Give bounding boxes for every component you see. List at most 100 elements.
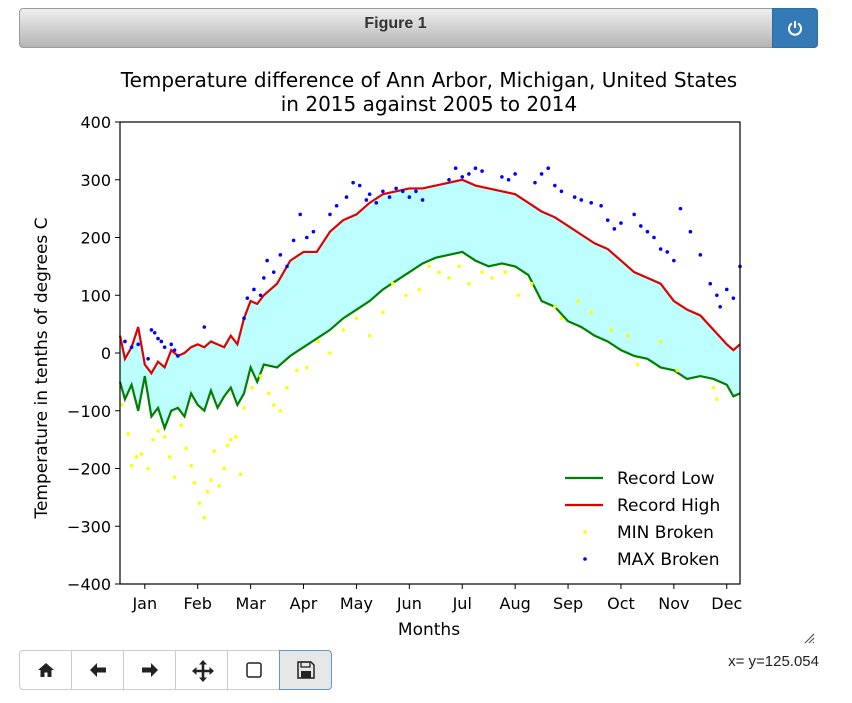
point-max-broken xyxy=(589,201,593,205)
arrow-left-icon xyxy=(90,663,106,677)
point-max-broken xyxy=(265,258,269,263)
point-min-broken xyxy=(417,287,422,292)
x-tick-label: Oct xyxy=(607,594,635,613)
point-max-broken xyxy=(285,264,289,269)
point-min-broken xyxy=(242,406,246,410)
figure-titlebar: Figure 1 xyxy=(19,8,818,48)
point-max-broken xyxy=(334,203,339,208)
point-min-broken xyxy=(576,299,580,303)
point-max-broken xyxy=(311,229,316,234)
chart-title-line2: in 2015 against 2005 to 2014 xyxy=(281,92,578,116)
point-min-broken xyxy=(179,423,183,427)
point-max-broken xyxy=(202,325,207,329)
point-max-broken xyxy=(278,253,283,257)
point-max-broken xyxy=(612,227,617,231)
back-button[interactable] xyxy=(71,650,124,690)
temperature-chart[interactable]: Temperature difference of Ann Arbor, Mic… xyxy=(0,50,852,650)
point-min-broken xyxy=(503,270,508,274)
y-tick-label: 400 xyxy=(80,113,111,132)
point-min-broken xyxy=(516,293,521,298)
point-min-broken xyxy=(635,362,640,367)
point-min-broken xyxy=(467,281,471,286)
point-min-broken xyxy=(480,270,484,274)
point-min-broken xyxy=(271,403,276,407)
legend-label: MIN Broken xyxy=(617,523,714,543)
save-button[interactable] xyxy=(279,650,332,690)
point-max-broken xyxy=(715,293,719,298)
point-max-broken xyxy=(658,247,663,251)
point-min-broken xyxy=(341,328,346,332)
forward-button[interactable] xyxy=(123,650,176,690)
point-max-broken xyxy=(447,177,451,182)
point-min-broken xyxy=(675,368,679,373)
point-max-broken xyxy=(688,229,693,234)
point-min-broken xyxy=(197,501,202,505)
point-max-broken xyxy=(599,203,603,208)
point-min-broken xyxy=(625,333,630,338)
point-max-broken xyxy=(665,250,670,254)
point-max-broken xyxy=(305,235,309,240)
arrow-right-icon xyxy=(142,663,158,677)
resize-handle-icon[interactable] xyxy=(803,632,815,644)
point-min-broken xyxy=(192,481,197,485)
point-max-broken xyxy=(718,305,722,309)
point-min-broken xyxy=(609,328,613,332)
point-max-broken xyxy=(453,166,458,170)
point-min-broken xyxy=(404,293,408,298)
legend-marker-min-broken xyxy=(583,530,587,534)
point-min-broken xyxy=(146,466,150,471)
chart-title-line1: Temperature difference of Ann Arbor, Mic… xyxy=(120,68,737,92)
fill-between-area xyxy=(120,179,740,429)
point-max-broken xyxy=(678,206,683,211)
point-min-broken xyxy=(225,443,230,448)
point-min-broken xyxy=(715,397,719,402)
point-min-broken xyxy=(162,434,167,439)
point-min-broken xyxy=(209,478,213,482)
home-button[interactable] xyxy=(19,650,72,690)
close-figure-button[interactable] xyxy=(772,8,818,48)
point-max-broken xyxy=(572,195,577,199)
y-axis-label: Temperature in tenths of degrees C xyxy=(32,217,52,519)
plot-area: −400 −300 −200 −100 0 100 200 300 400 Jan Feb Mar Ap… xyxy=(67,113,742,613)
point-max-broken xyxy=(639,224,643,228)
y-tick-label: −300 xyxy=(67,517,111,536)
point-max-broken xyxy=(546,166,551,170)
x-axis-label: Months xyxy=(398,620,460,640)
point-max-broken xyxy=(605,218,610,222)
point-min-broken xyxy=(553,305,557,309)
point-max-broken xyxy=(242,316,246,321)
point-max-broken xyxy=(731,296,736,300)
point-max-broken xyxy=(344,195,349,199)
point-max-broken xyxy=(258,293,263,298)
x-tick-label: Jun xyxy=(396,594,422,613)
point-max-broken xyxy=(467,172,471,176)
point-min-broken xyxy=(126,432,131,436)
x-tick-label: Feb xyxy=(184,594,212,613)
home-icon xyxy=(38,663,54,677)
point-min-broken xyxy=(172,475,177,479)
point-min-broken xyxy=(559,316,564,321)
point-max-broken xyxy=(367,192,372,196)
zoom-button[interactable] xyxy=(227,650,280,690)
pan-button[interactable] xyxy=(175,650,228,690)
point-max-broken xyxy=(357,183,362,188)
point-max-broken xyxy=(698,253,703,257)
point-max-broken xyxy=(152,330,157,335)
point-max-broken xyxy=(146,356,150,361)
point-min-broken xyxy=(437,270,441,274)
point-min-broken xyxy=(295,368,299,373)
y-tick-label: 300 xyxy=(80,171,111,190)
point-max-broken xyxy=(374,201,379,205)
point-max-broken xyxy=(553,183,557,188)
point-max-broken xyxy=(162,345,167,350)
point-max-broken xyxy=(351,180,355,185)
point-max-broken xyxy=(645,229,650,234)
point-max-broken xyxy=(500,175,504,179)
point-max-broken xyxy=(506,177,511,182)
y-tick-label: 0 xyxy=(101,344,111,363)
point-min-broken xyxy=(381,310,385,315)
point-min-broken xyxy=(316,339,321,344)
y-tick-label: 100 xyxy=(80,286,111,305)
x-tick-label: Nov xyxy=(658,594,689,613)
point-min-broken xyxy=(328,351,332,355)
